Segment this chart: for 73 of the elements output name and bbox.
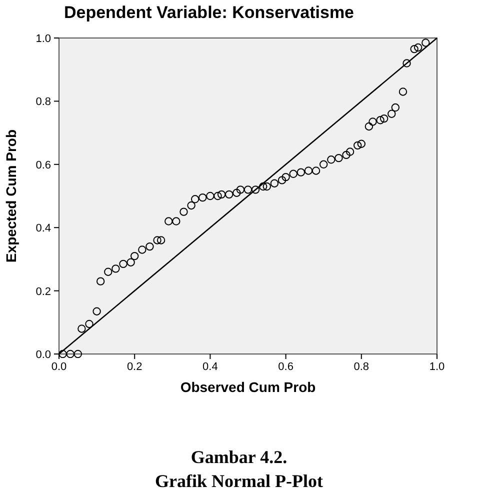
point <box>327 156 336 164</box>
point <box>225 190 234 199</box>
y-tick-label: 0.0 <box>36 349 51 361</box>
point <box>172 217 180 226</box>
point <box>153 236 162 244</box>
point <box>119 260 128 268</box>
point <box>346 148 354 156</box>
point <box>312 166 320 175</box>
point <box>92 307 101 316</box>
point <box>74 350 82 358</box>
y-tick-label: 0.4 <box>36 222 51 235</box>
x-tick-label: 0.2 <box>126 361 142 373</box>
point <box>364 122 374 131</box>
text: Grafik Normal P-Plot <box>155 471 323 491</box>
point <box>214 192 222 200</box>
y-tick-label: 0.2 <box>36 286 51 298</box>
point <box>232 188 241 197</box>
point <box>376 116 384 124</box>
point <box>78 324 86 333</box>
point <box>251 186 260 194</box>
x-axis-title: Observed Cum Prob <box>180 379 316 395</box>
text: Gambar 4.2. <box>190 447 288 467</box>
point <box>138 246 146 254</box>
point <box>85 320 94 328</box>
point <box>156 236 166 244</box>
point <box>296 168 306 176</box>
point <box>217 190 226 199</box>
point <box>259 182 268 191</box>
point <box>206 192 214 200</box>
point <box>180 208 188 216</box>
y-tick-label: 0.6 <box>36 159 51 172</box>
point <box>368 118 377 126</box>
point <box>357 140 366 148</box>
point <box>391 103 400 112</box>
point <box>320 160 328 168</box>
point <box>342 150 350 160</box>
point <box>410 44 418 54</box>
point <box>414 43 422 52</box>
point <box>289 170 298 178</box>
point <box>130 252 139 260</box>
point <box>146 242 154 251</box>
point <box>334 154 343 162</box>
point <box>398 88 408 96</box>
point <box>96 277 105 286</box>
point <box>262 182 271 191</box>
point <box>236 186 245 194</box>
x-tick-label: 1.0 <box>429 361 445 373</box>
x-tick-label: 0.4 <box>202 361 218 373</box>
point <box>380 114 388 123</box>
point <box>198 193 207 202</box>
point <box>187 201 196 210</box>
point <box>244 186 252 194</box>
point <box>164 217 173 226</box>
chart-title: Dependent Variable: Konservatisme <box>64 3 354 22</box>
point <box>104 268 112 276</box>
point <box>282 172 290 182</box>
x-tick-label: 0.8 <box>354 361 370 373</box>
point <box>270 179 279 188</box>
point <box>402 59 411 68</box>
x-tick-label: 0.6 <box>278 361 294 373</box>
y-tick-label: 1.0 <box>36 33 51 45</box>
point <box>422 38 430 47</box>
point <box>354 141 362 150</box>
x-tick-label: 0.0 <box>51 361 67 373</box>
point <box>126 258 135 266</box>
point <box>304 166 313 175</box>
point <box>112 264 120 273</box>
point <box>278 176 286 184</box>
point <box>66 350 74 358</box>
y-axis-title: Expected Cum Prob <box>3 129 19 263</box>
y-tick-label: 0.8 <box>36 96 51 108</box>
point <box>190 195 200 204</box>
point <box>388 110 396 118</box>
